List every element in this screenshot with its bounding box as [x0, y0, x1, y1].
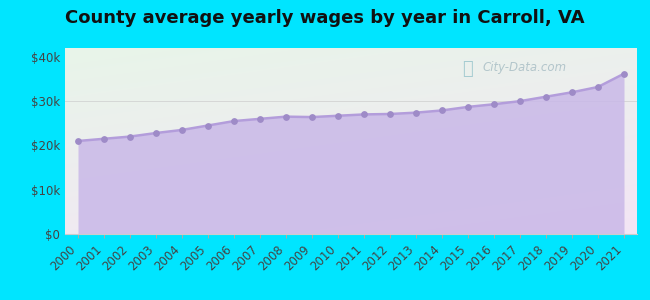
Text: City-Data.com: City-Data.com	[482, 61, 567, 74]
Point	[411, 110, 421, 115]
Point	[255, 116, 265, 121]
Point	[281, 114, 291, 119]
Text: County average yearly wages by year in Carroll, VA: County average yearly wages by year in C…	[65, 9, 585, 27]
Point	[489, 102, 499, 106]
Point	[619, 71, 629, 76]
Point	[567, 90, 577, 95]
Point	[203, 123, 213, 128]
Point	[151, 130, 161, 135]
Point	[229, 119, 239, 124]
Point	[515, 99, 525, 103]
Point	[307, 115, 317, 119]
Point	[593, 85, 603, 89]
Point	[463, 104, 473, 109]
Point	[177, 128, 187, 132]
Text: ⦿: ⦿	[463, 60, 473, 78]
Point	[541, 94, 551, 99]
Point	[385, 112, 395, 116]
Point	[359, 112, 369, 117]
Point	[333, 113, 343, 118]
Point	[437, 108, 447, 113]
Point	[73, 139, 83, 143]
Point	[99, 136, 109, 141]
Point	[125, 134, 135, 139]
